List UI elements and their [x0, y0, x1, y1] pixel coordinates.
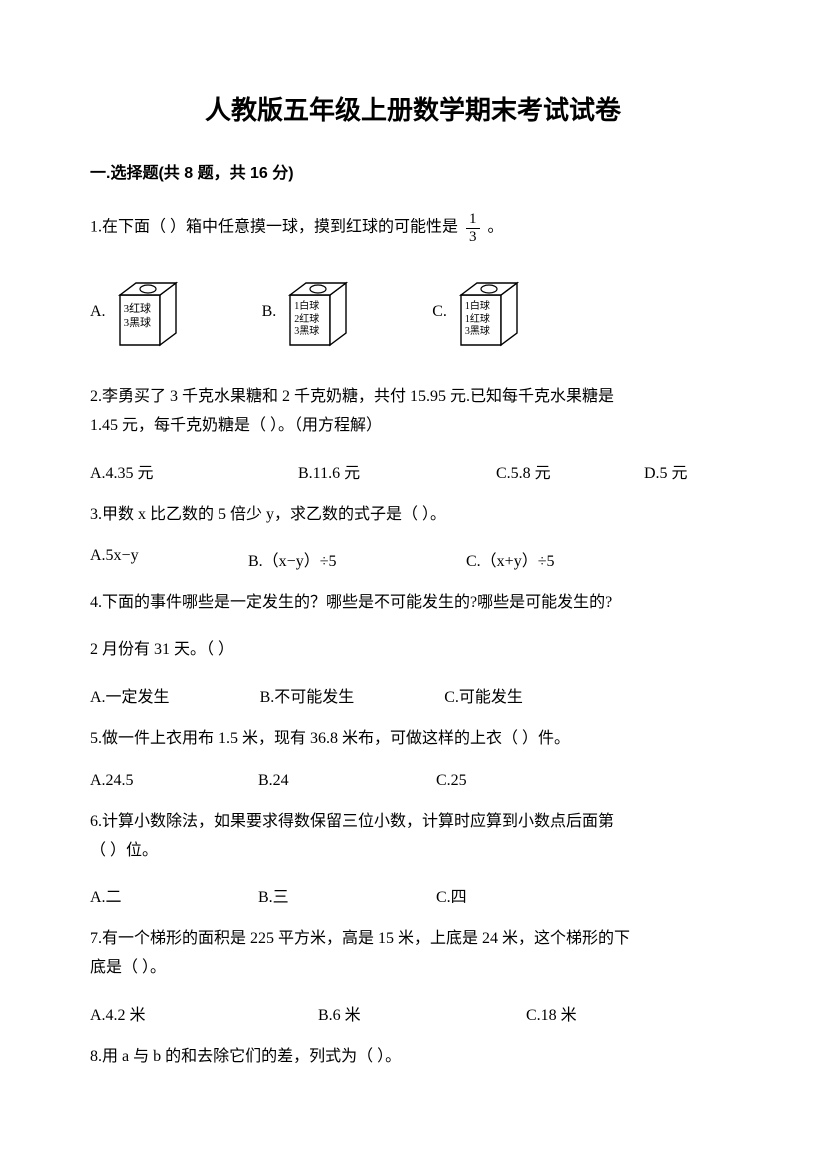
q7-options: A.4.2 米 B.6 米 C.18 米 — [90, 1001, 736, 1025]
question-6: 6.计算小数除法，如果要求得数保留三位小数，计算时应算到小数点后面第 （ ）位。 — [90, 808, 736, 866]
option-label-a: A. — [90, 303, 106, 321]
exam-page: 人教版五年级上册数学期末考试试卷 一.选择题(共 8 题，共 16 分) 1.在… — [0, 0, 826, 1130]
q2-opt-c: C.5.8 元 — [496, 459, 636, 483]
q7-opt-a: A.4.2 米 — [90, 1001, 310, 1025]
q3-options: A.5x−y B.（x−y）÷5 C.（x+y）÷5 — [90, 547, 736, 571]
q2-opt-d: D.5 元 — [644, 459, 688, 483]
q1-options-row: A. 3红球 3黑球 B. — [90, 273, 736, 351]
q3-opt-c: C.（x+y）÷5 — [466, 547, 554, 571]
option-label-b: B. — [262, 303, 277, 321]
q3-opt-a: A.5x−y — [90, 547, 240, 571]
box-illustration-b: 1白球 2红球 3黑球 — [282, 273, 352, 351]
q1-text-b: 。 — [488, 219, 504, 236]
q2-opt-a: A.4.35 元 — [90, 459, 290, 483]
q1-option-c: C. 1白球 1红球 3黑球 — [432, 273, 523, 351]
q7-opt-c: C.18 米 — [526, 1001, 577, 1025]
box-c-labels: 1白球 1红球 3黑球 — [465, 301, 490, 339]
q5-opt-b: B.24 — [258, 772, 428, 790]
question-3: 3.甲数 x 比乙数的 5 倍少 y，求乙数的式子是（ ）。 — [90, 501, 736, 530]
q4-options: A.一定发生 B.不可能发生 C.可能发生 — [90, 683, 736, 707]
page-title: 人教版五年级上册数学期末考试试卷 — [90, 90, 736, 127]
q2-options: A.4.35 元 B.11.6 元 C.5.8 元 D.5 元 — [90, 459, 736, 483]
q6-opt-a: A.二 — [90, 883, 250, 907]
option-label-c: C. — [432, 303, 447, 321]
q4-opt-a: A.一定发生 — [90, 683, 170, 707]
question-4-line2: 2 月份有 31 天。（ ） — [90, 636, 736, 665]
question-8: 8.用 a 与 b 的和去除它们的差，列式为（ ）。 — [90, 1043, 736, 1072]
q1-option-a: A. 3红球 3黑球 — [90, 273, 182, 351]
box-illustration-c: 1白球 1红球 3黑球 — [453, 273, 523, 351]
question-4-line1: 4.下面的事件哪些是一定发生的？哪些是不可能发生的?哪些是可能发生的? — [90, 589, 736, 618]
section-1-header: 一.选择题(共 8 题，共 16 分) — [90, 159, 736, 183]
fraction-one-third: 1 3 — [466, 211, 480, 245]
question-1: 1.在下面（ ）箱中任意摸一球，摸到红球的可能性是 1 3 。 — [90, 211, 736, 245]
q4-opt-b: B.不可能发生 — [260, 683, 355, 707]
q5-opt-a: A.24.5 — [90, 772, 250, 790]
q7-opt-b: B.6 米 — [318, 1001, 518, 1025]
q6-options: A.二 B.三 C.四 — [90, 883, 736, 907]
box-a-labels: 3红球 3黑球 — [124, 303, 152, 331]
question-7: 7.有一个梯形的面积是 225 平方米，高是 15 米，上底是 24 米，这个梯… — [90, 925, 736, 983]
q4-opt-c: C.可能发生 — [444, 683, 523, 707]
q6-opt-c: C.四 — [436, 883, 467, 907]
box-illustration-a: 3红球 3黑球 — [112, 273, 182, 351]
q5-opt-c: C.25 — [436, 772, 467, 790]
question-5: 5.做一件上衣用布 1.5 米，现有 36.8 米布，可做这样的上衣（ ）件。 — [90, 725, 736, 754]
q1-option-b: B. 1白球 2红球 3黑球 — [262, 273, 353, 351]
q5-options: A.24.5 B.24 C.25 — [90, 772, 736, 790]
box-b-labels: 1白球 2红球 3黑球 — [294, 301, 319, 339]
q2-opt-b: B.11.6 元 — [298, 459, 488, 483]
q6-opt-b: B.三 — [258, 883, 428, 907]
q3-opt-b: B.（x−y）÷5 — [248, 547, 458, 571]
question-2: 2.李勇买了 3 千克水果糖和 2 千克奶糖，共付 15.95 元.已知每千克水… — [90, 383, 736, 441]
q1-text-a: 1.在下面（ ）箱中任意摸一球，摸到红球的可能性是 — [90, 219, 458, 236]
